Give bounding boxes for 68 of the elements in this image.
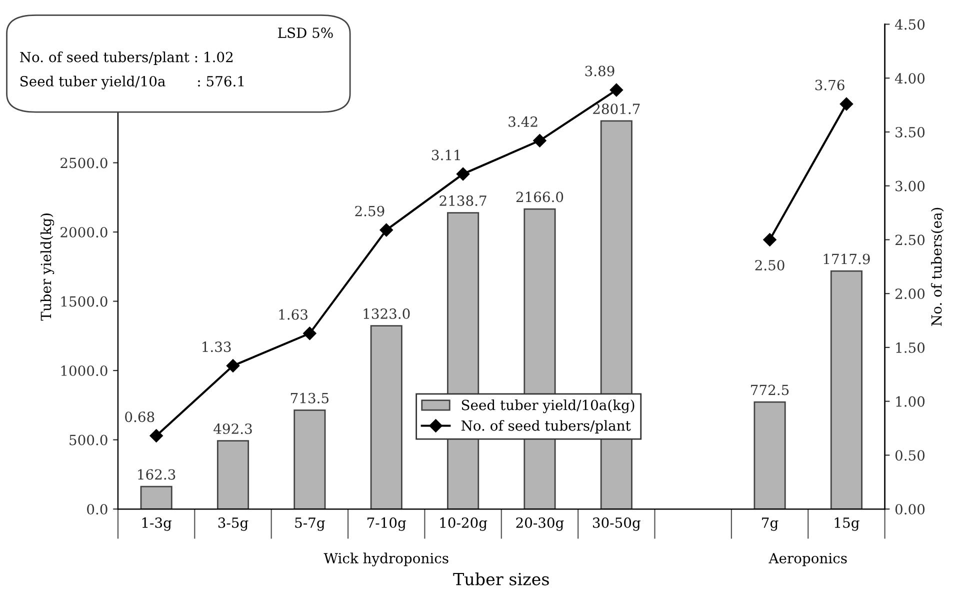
annotation: No. of seed tubers/plant : 1.02 — [20, 52, 233, 65]
data-label: 772.5 — [751, 384, 789, 396]
x-tick-label: 7g — [762, 518, 778, 531]
point — [763, 233, 776, 246]
data-label: 713.5 — [290, 392, 328, 404]
data-label: 0.68 — [125, 412, 154, 422]
data-label: 1.63 — [279, 309, 308, 320]
y2-tick-label: 0.50 — [895, 450, 925, 461]
bar — [754, 401, 786, 510]
bar — [216, 440, 250, 510]
y-tick-label: 1000.0 — [61, 365, 108, 376]
bar — [830, 270, 862, 510]
data-label: 3.89 — [585, 66, 614, 76]
data-label: 492.3 — [214, 423, 252, 434]
data-label: 1717.9 — [824, 254, 870, 264]
text: Aeroponics — [768, 553, 847, 566]
annotation: LSD 5% — [278, 28, 333, 38]
x-tick-label: 30-50g — [593, 517, 640, 531]
y2-tick-label: 0.00 — [895, 504, 925, 515]
y2-tick-label: 4.00 — [894, 73, 925, 84]
point — [380, 223, 393, 237]
data-label: 2801.7 — [593, 104, 640, 114]
y-tick-label: 1500.0 — [61, 296, 108, 307]
x-tick-label: 15g — [834, 517, 860, 531]
data-label: 3.42 — [508, 116, 538, 127]
point — [150, 429, 163, 442]
x-tick-label: 7-10g — [367, 517, 406, 531]
data-label: 2138.7 — [440, 195, 486, 206]
data-label: 2.50 — [755, 260, 784, 270]
point — [840, 97, 854, 111]
legend-label: Seed tuber yield/10a(kg) — [462, 399, 634, 414]
point — [533, 134, 546, 148]
x-tick-label: 1-3g — [142, 517, 172, 531]
x-tick-label: 3-5g — [218, 517, 248, 531]
x-tick-label: 20-30g — [516, 517, 564, 531]
y2-tick-label: 1.00 — [896, 396, 925, 407]
bar — [370, 325, 402, 510]
y2-tick-label: 4.50 — [894, 19, 925, 30]
y2-tick-label: 2.50 — [895, 234, 925, 246]
y-tick-label: 500.0 — [70, 434, 108, 446]
x-tick-label: 5-7g — [295, 518, 325, 531]
data-label: 162.3 — [138, 469, 176, 480]
y2-tick-label: 1.50 — [896, 342, 925, 353]
point — [610, 83, 623, 97]
y2-tick-label: 3.00 — [896, 180, 925, 192]
text: Wick hydroponics — [324, 552, 448, 566]
data-label: 2166.0 — [516, 192, 564, 202]
bar — [140, 486, 172, 510]
y-tick-label: 2500.0 — [60, 158, 108, 168]
y2-tick-label: 3.50 — [896, 126, 925, 138]
y2-tick-label: 2.00 — [895, 288, 925, 300]
data-label: 3.76 — [815, 80, 844, 90]
annotation: Seed tuber yield/10a : 576.1 — [20, 76, 244, 90]
data-label: 1323.0 — [364, 308, 410, 319]
y-axis-title: Tuber yield(kg) — [40, 214, 54, 321]
legend-label: No. of seed tubers/plant — [461, 420, 631, 434]
data-label: 3.11 — [432, 150, 460, 160]
y2-axis-title: No. of tubers(ea) — [931, 208, 944, 326]
x-axis-title: Tuber sizes — [453, 572, 549, 586]
point — [226, 359, 240, 372]
point — [456, 167, 470, 181]
bar — [294, 410, 326, 510]
y-tick-label: 2000.0 — [60, 226, 108, 238]
x-tick-label: 10-20g — [440, 517, 488, 531]
y-tick-label: 0.0 — [87, 504, 108, 515]
data-label: 1.33 — [202, 342, 231, 352]
point — [303, 326, 316, 340]
data-label: 2.59 — [355, 206, 384, 216]
